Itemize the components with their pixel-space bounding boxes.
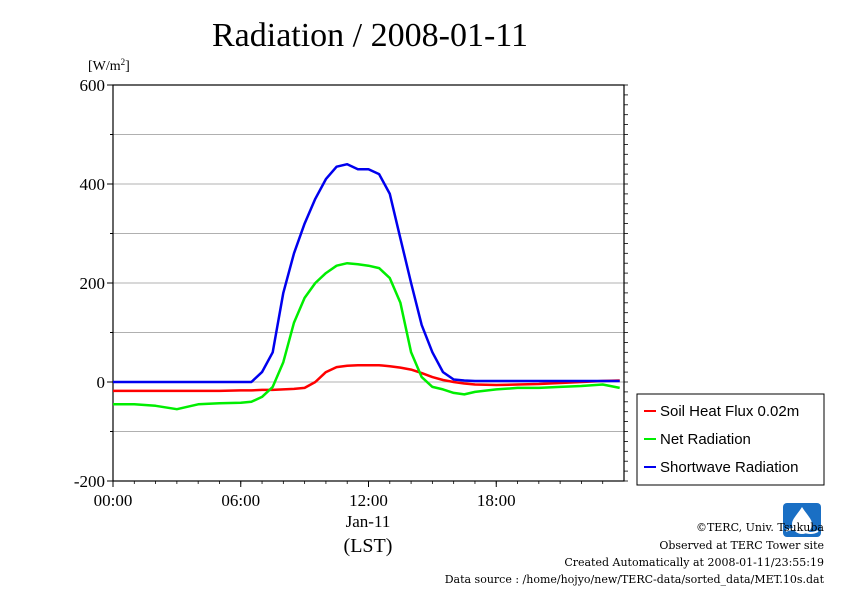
legend-label: Net Radiation <box>660 431 751 448</box>
y-tick-label: 400 <box>80 175 106 194</box>
x-tick-label: 06:00 <box>221 491 260 510</box>
y-tick-label: 600 <box>80 76 106 95</box>
grid-lines <box>113 134 624 432</box>
legend-label: Shortwave Radiation <box>660 459 798 476</box>
chart-title: Radiation / 2008-01-11 <box>212 17 528 54</box>
series-line <box>113 363 620 393</box>
legend: Soil Heat Flux 0.02m Net Radiation Shortwa… <box>636 393 825 486</box>
x-tick-label: 12:00 <box>349 491 388 510</box>
y-axis-label: [W/m2] <box>88 57 130 74</box>
series-lines <box>113 162 620 411</box>
credit-created: Created Automatically at 2008-01-11/23:5… <box>564 556 824 569</box>
y-tick-label: -200 <box>74 472 105 491</box>
series-line <box>113 162 620 384</box>
legend-box <box>636 393 825 486</box>
x-tick-label: 00:00 <box>94 491 133 510</box>
series-line <box>113 261 620 411</box>
x-axis-label: (LST) <box>344 535 393 557</box>
y-tick-label: 200 <box>80 274 106 293</box>
credit-copyright: ©TERC, Univ. Tsukuba <box>695 521 824 534</box>
credit-observed: Observed at TERC Tower site <box>659 539 824 552</box>
x-date-label: Jan-11 <box>346 512 391 531</box>
y-axis: -200 0 200 400 600 <box>74 76 628 491</box>
terc-logo <box>783 503 821 537</box>
legend-label: Soil Heat Flux 0.02m <box>660 403 799 420</box>
credit-source: Data source : /home/hojyo/new/TERC-data/… <box>444 573 824 586</box>
y-tick-label: 0 <box>97 373 106 392</box>
x-tick-label: 18:00 <box>477 491 516 510</box>
x-axis: 00:00 06:00 12:00 18:00 <box>94 481 604 510</box>
